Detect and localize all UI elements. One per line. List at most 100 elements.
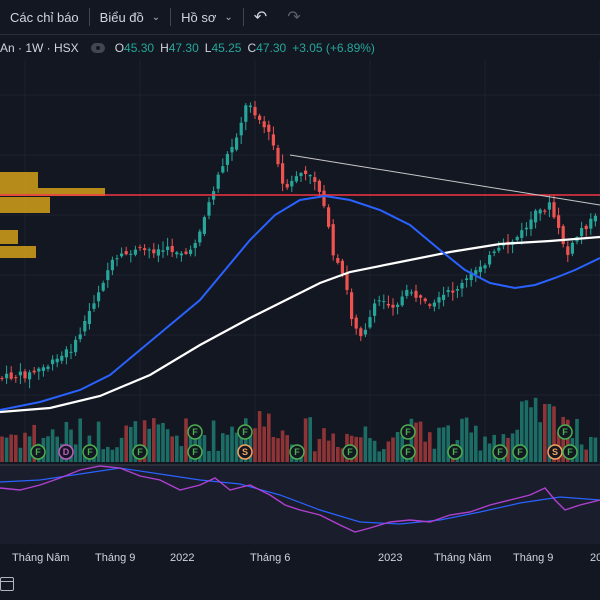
volume-bar bbox=[487, 443, 492, 462]
candle-body bbox=[589, 218, 593, 229]
volume-bar bbox=[589, 436, 593, 462]
volume-bar bbox=[359, 437, 363, 462]
candle-body bbox=[299, 173, 303, 177]
volume-bar bbox=[547, 403, 552, 462]
candle-body bbox=[9, 372, 13, 379]
event-badge-circle bbox=[187, 444, 203, 460]
event-badge-circle bbox=[492, 444, 508, 460]
candle-body bbox=[492, 251, 496, 253]
candle-body bbox=[120, 253, 124, 257]
event-badge-dividend[interactable]: F bbox=[562, 444, 578, 460]
volume-bar bbox=[368, 438, 372, 462]
event-badge-dividend[interactable]: F bbox=[289, 444, 305, 460]
volume-bar bbox=[579, 444, 584, 462]
volume-bar bbox=[211, 420, 216, 462]
candle-body bbox=[110, 259, 114, 271]
volume-profile bbox=[0, 172, 105, 258]
candle-body bbox=[524, 227, 528, 230]
chart-type-label: Biểu đồ bbox=[99, 9, 144, 25]
event-badge-circle bbox=[237, 424, 253, 440]
candle-body bbox=[442, 294, 446, 300]
volume-bar bbox=[129, 426, 133, 462]
volume-bar bbox=[566, 419, 570, 462]
event-badge-dividend[interactable]: F bbox=[132, 444, 148, 460]
candle-body bbox=[235, 137, 239, 150]
calendar-icon[interactable] bbox=[0, 577, 14, 591]
candle-body bbox=[460, 282, 464, 289]
chart-type-button[interactable]: Biểu đồ ⌄ bbox=[90, 0, 170, 34]
candle-body bbox=[419, 295, 423, 298]
volume-bar bbox=[110, 449, 115, 462]
candle-body bbox=[386, 303, 390, 306]
event-badge-split[interactable]: S bbox=[237, 444, 253, 460]
event-badge-dividend[interactable]: F bbox=[492, 444, 508, 460]
event-badge-letter: F bbox=[405, 447, 411, 457]
event-badge-dividend[interactable]: F bbox=[30, 444, 46, 460]
event-badge-dividend[interactable]: F bbox=[82, 444, 98, 460]
time-axis-label: Tháng Năm bbox=[434, 552, 491, 564]
candle-body bbox=[202, 217, 206, 234]
volume-bar bbox=[9, 434, 13, 462]
event-badge-dividend[interactable]: F bbox=[187, 424, 203, 440]
undo-icon[interactable]: ↶ bbox=[253, 9, 268, 26]
volume-bar bbox=[119, 437, 124, 462]
candle-body bbox=[561, 226, 565, 244]
volume-bar bbox=[69, 429, 73, 462]
profile-button[interactable]: Hồ sơ ⌄ bbox=[171, 0, 243, 34]
volume-bar bbox=[543, 404, 547, 462]
time-axis[interactable]: Tháng Năm Tháng 9 2022 Tháng 6 2023 Tháng Năm… bbox=[12, 552, 600, 564]
volume-bar bbox=[432, 448, 437, 462]
volume-bar bbox=[308, 417, 312, 462]
volume-bar bbox=[230, 426, 234, 462]
event-badge-letter: F bbox=[347, 447, 353, 457]
event-badge-circle bbox=[58, 444, 74, 460]
candle-body bbox=[101, 282, 105, 291]
volume-bar bbox=[391, 437, 395, 462]
candle-body bbox=[290, 180, 294, 187]
volume-bar bbox=[106, 446, 110, 462]
event-badge-dividend[interactable]: F bbox=[400, 424, 416, 440]
event-badge-circle bbox=[30, 444, 46, 460]
candle-body bbox=[396, 304, 400, 307]
volume-bar bbox=[267, 413, 271, 462]
candle-body bbox=[414, 290, 418, 298]
volume-bar bbox=[133, 421, 138, 462]
volume-bar bbox=[575, 418, 579, 462]
high-value: 47.30 bbox=[168, 41, 199, 55]
event-badge-dividend[interactable]: F bbox=[512, 444, 528, 460]
volume-bar bbox=[437, 427, 441, 462]
event-badge-dividend[interactable]: F bbox=[187, 444, 203, 460]
candle-body bbox=[373, 303, 377, 316]
volume-bar bbox=[271, 436, 276, 462]
candle-body bbox=[377, 300, 381, 302]
event-badge-split[interactable]: S bbox=[547, 444, 563, 460]
indicators-button[interactable]: Các chỉ báo bbox=[0, 0, 89, 34]
redo-icon[interactable]: ↷ bbox=[287, 9, 301, 26]
candle-body bbox=[432, 302, 436, 307]
candle-body bbox=[124, 251, 128, 255]
event-badge-circle bbox=[82, 444, 98, 460]
event-badge-dividend[interactable]: F bbox=[447, 444, 463, 460]
event-badge-dividend[interactable]: F bbox=[400, 444, 416, 460]
eye-icon[interactable] bbox=[90, 43, 105, 53]
candle-body bbox=[253, 106, 257, 116]
candle-body bbox=[359, 328, 363, 337]
volume-profile-bar bbox=[0, 172, 38, 188]
trend-line[interactable] bbox=[289, 154, 600, 206]
event-badge-dividend[interactable]: F bbox=[342, 444, 358, 460]
event-badge-dividend[interactable]: F bbox=[557, 424, 573, 440]
candle-body bbox=[529, 219, 533, 230]
volume-bar bbox=[529, 407, 533, 462]
event-badge-dividend[interactable]: F bbox=[237, 424, 253, 440]
volume-bar bbox=[18, 447, 23, 462]
event-badge-dividend-d[interactable]: D bbox=[58, 444, 74, 460]
candle-body bbox=[51, 359, 55, 365]
volume-bar bbox=[14, 434, 18, 462]
candle-body bbox=[32, 370, 36, 373]
candle-body bbox=[566, 246, 570, 255]
candle-body bbox=[515, 236, 519, 241]
candle-body bbox=[37, 368, 41, 372]
candle-body bbox=[451, 290, 455, 293]
